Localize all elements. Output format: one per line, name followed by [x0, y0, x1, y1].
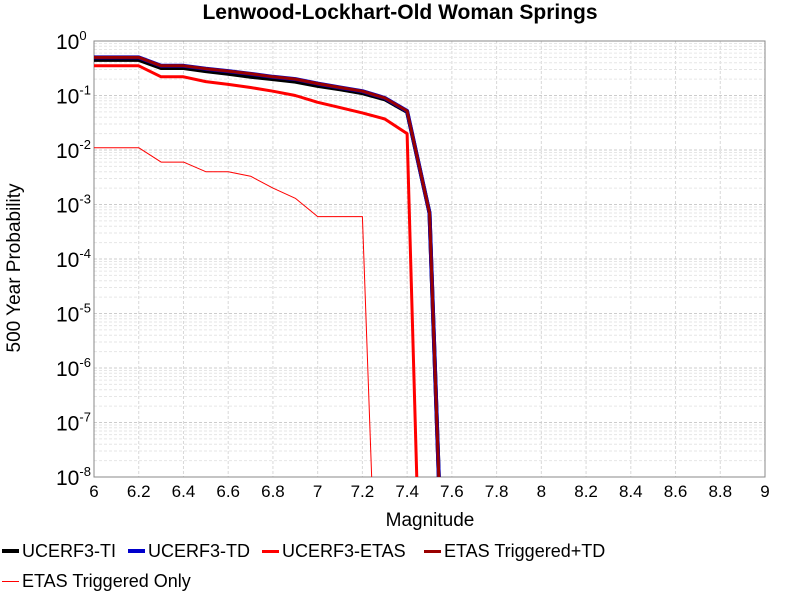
x-tick-label: 7.4 [395, 482, 419, 501]
x-axis-label: Magnitude [386, 510, 475, 531]
chart-svg: Lenwood-Lockhart-Old Woman Springs 6 6.2 6… [4, 1, 770, 531]
x-tick-label: 6.6 [216, 482, 240, 501]
x-tick-label: 8 [537, 482, 546, 501]
legend: UCERF3-TI UCERF3-TD UCERF3-ETAS ETAS Trigge… [0, 536, 800, 600]
x-tick-label: 6 [89, 482, 98, 501]
legend-label: ETAS Triggered Only [22, 570, 191, 591]
chart-title: Lenwood-Lockhart-Old Woman Springs [202, 1, 597, 24]
legend-item: UCERF3-TI [2, 538, 116, 564]
legend-label: UCERF3-TI [22, 540, 116, 561]
y-tick-label: 10-5 [56, 301, 91, 327]
series-layer [94, 55, 441, 477]
y-tick-label: 10-1 [56, 83, 91, 109]
plot-frame [93, 40, 766, 478]
x-tick-label: 7.8 [485, 482, 509, 501]
x-tick-label: 7 [313, 482, 322, 501]
legend-swatch [2, 549, 19, 553]
y-tick-label: 100 [56, 28, 87, 54]
legend-label: UCERF3-ETAS [282, 540, 406, 561]
legend-item: ETAS Triggered+TD [424, 538, 605, 564]
y-tick-label: 10-4 [56, 246, 91, 272]
legend-item: UCERF3-TD [128, 538, 250, 564]
legend-swatch [262, 549, 279, 553]
legend-item: ETAS Triggered Only [2, 568, 191, 594]
x-tick-label: 7.2 [351, 482, 375, 501]
x-tick-label: 6.8 [261, 482, 285, 501]
x-tick-label: 9 [760, 482, 769, 501]
y-axis-label: 500 Year Probability [4, 183, 25, 353]
legend-swatch [424, 549, 441, 553]
series-line-etas-triggered-only [94, 147, 373, 477]
y-tick-label: 10-6 [56, 355, 91, 381]
y-tick-label: 10-8 [56, 464, 91, 490]
y-tick-label: 10-2 [56, 137, 91, 163]
x-tick-label: 8.6 [664, 482, 688, 501]
legend-label: ETAS Triggered+TD [444, 540, 606, 561]
x-tick-label: 8.2 [574, 482, 598, 501]
x-tick-label: 8.4 [619, 482, 643, 501]
series-line-ucerf3-etas [94, 64, 419, 477]
legend-swatch [2, 580, 19, 582]
x-tick-label: 8.8 [708, 482, 732, 501]
y-tick-labels: 100 10-1 10-2 10-3 10-4 10-5 10-6 10-7 10-8 [56, 28, 91, 490]
legend-swatch [128, 549, 145, 553]
x-tick-label: 6.4 [172, 482, 196, 501]
y-tick-label: 10-7 [56, 410, 91, 436]
x-tick-labels: 6 6.2 6.4 6.6 6.8 7 7.2 7.4 7.6 7.8 8 8.2 8.4 8.6 8.8 9 [89, 482, 769, 501]
x-tick-label: 6.2 [127, 482, 151, 501]
legend-item: UCERF3-ETAS [262, 538, 406, 564]
y-tick-label: 10-3 [56, 192, 91, 218]
x-tick-label: 7.6 [440, 482, 464, 501]
series-line-etas-triggered-td [94, 55, 441, 477]
legend-label: UCERF3-TD [148, 540, 250, 561]
